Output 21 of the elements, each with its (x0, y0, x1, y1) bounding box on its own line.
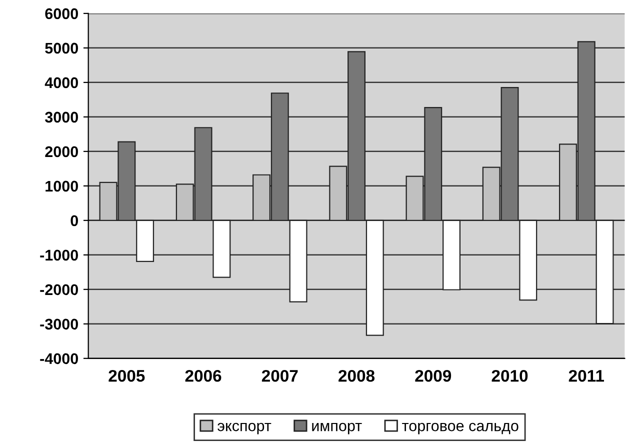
x-tick-label: 2011 (568, 370, 604, 382)
y-tick-label: -1000 (40, 250, 78, 261)
y-tick-label: 6000 (45, 8, 78, 20)
y-tick-label: 1000 (46, 180, 78, 192)
y-tick-label: 0 (70, 215, 78, 226)
legend-label: экспорт (218, 422, 272, 434)
legend-label: импорт (312, 422, 362, 434)
legend-label: торговое сальдо (402, 422, 518, 434)
x-tick-label: 2007 (262, 370, 298, 382)
y-tick-label: -4000 (40, 353, 78, 364)
x-tick-label: 2006 (185, 370, 222, 382)
x-tick-label: 2005 (108, 370, 145, 382)
x-tick-label: 2008 (338, 370, 375, 382)
x-tick-label: 2010 (492, 370, 528, 382)
y-tick-label: 3000 (44, 112, 78, 123)
x-tick-label: 2009 (415, 370, 452, 382)
y-tick-label: 5000 (45, 42, 78, 54)
y-tick-label: 4000 (44, 77, 78, 88)
y-tick-label: 2000 (45, 146, 78, 158)
y-tick-label: -3000 (40, 318, 78, 330)
y-tick-label: -2000 (40, 284, 78, 296)
